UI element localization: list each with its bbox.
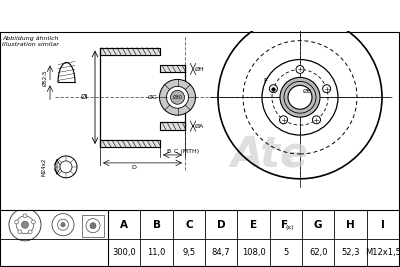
Circle shape [18, 230, 22, 234]
Text: C: C [185, 220, 193, 230]
Text: (x): (x) [285, 225, 294, 230]
Text: H: H [346, 220, 355, 230]
Circle shape [312, 116, 320, 124]
Text: ØA: ØA [195, 124, 204, 129]
Circle shape [28, 230, 32, 234]
Text: Illustration similar: Illustration similar [2, 42, 59, 47]
Polygon shape [100, 140, 160, 147]
Text: D: D [217, 220, 226, 230]
Text: 5: 5 [283, 248, 288, 257]
Text: ØE: ØE [303, 89, 312, 94]
Bar [82, 215, 104, 237]
Text: D: D [132, 165, 136, 170]
Circle shape [61, 222, 65, 227]
Polygon shape [160, 65, 185, 72]
Text: M12x1,5: M12x1,5 [365, 248, 400, 257]
Circle shape [170, 90, 184, 104]
Circle shape [323, 85, 331, 93]
Text: E: E [250, 220, 257, 230]
Text: Ø30: Ø30 [172, 95, 182, 100]
Text: 11,0: 11,0 [147, 248, 166, 257]
Circle shape [22, 221, 28, 228]
Text: Ø52,5: Ø52,5 [43, 69, 48, 86]
Text: C (MTH): C (MTH) [174, 149, 199, 154]
Text: 300,0: 300,0 [112, 248, 136, 257]
Circle shape [90, 223, 96, 229]
Circle shape [166, 86, 188, 108]
Circle shape [32, 220, 35, 224]
Text: M24x2: M24x2 [41, 158, 46, 176]
Text: Ate: Ate [231, 134, 309, 176]
Text: A: A [120, 220, 128, 230]
Circle shape [296, 65, 304, 73]
Text: 411167: 411167 [295, 6, 365, 24]
Circle shape [280, 116, 288, 124]
Text: 52,3: 52,3 [341, 248, 360, 257]
Polygon shape [100, 48, 160, 54]
Text: 24.0111-0167.2: 24.0111-0167.2 [112, 6, 258, 24]
Text: F: F [281, 220, 288, 230]
Text: 84,7: 84,7 [212, 248, 230, 257]
Text: ØH: ØH [195, 66, 205, 72]
Text: 108,0: 108,0 [242, 248, 265, 257]
Text: 62,0: 62,0 [309, 248, 328, 257]
Text: I: I [381, 220, 385, 230]
Circle shape [288, 85, 312, 109]
Circle shape [280, 77, 320, 117]
Text: ØI: ØI [81, 94, 88, 100]
Text: ®: ® [285, 157, 295, 167]
Text: G: G [314, 220, 322, 230]
Polygon shape [160, 122, 185, 130]
Text: F: F [263, 78, 267, 84]
Text: 9,5: 9,5 [182, 248, 195, 257]
Text: ØG: ØG [148, 95, 158, 100]
Text: B: B [166, 149, 170, 154]
Circle shape [23, 214, 27, 218]
Circle shape [269, 85, 277, 93]
Text: Abbildung ähnlich: Abbildung ähnlich [2, 36, 58, 41]
Text: B: B [152, 220, 160, 230]
Circle shape [160, 79, 196, 115]
Circle shape [15, 220, 18, 224]
